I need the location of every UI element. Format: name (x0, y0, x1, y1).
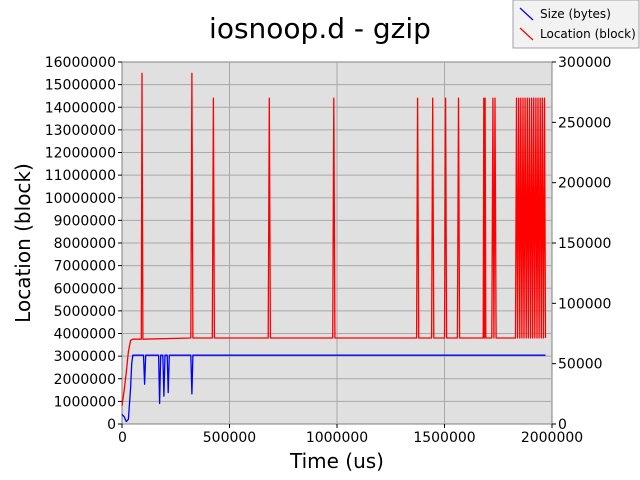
grid (122, 62, 552, 424)
y-left-tick-label: 3000000 (54, 349, 116, 365)
y-right-tick-label: 50000 (558, 357, 603, 373)
series-layer (121, 72, 547, 423)
y-right-tick-label: 300000 (558, 55, 611, 71)
legend-box (512, 0, 640, 49)
series-size-line (121, 354, 546, 423)
y-left-tick-label: 10000000 (45, 191, 116, 207)
x-axis-label: Time (us) (289, 449, 384, 473)
x-tick-label: 1000000 (306, 430, 368, 446)
ticks-layer: 0 500000 1000000 1500000 2000000010000002000… (45, 55, 612, 446)
x-tick-label: 1500000 (413, 430, 475, 446)
y-left-tick-label: 12000000 (45, 146, 116, 162)
y-left-tick-label: 16000000 (45, 55, 116, 71)
y-right-tick-label: 0 (558, 417, 567, 433)
series-location-line (121, 72, 547, 406)
y-left-tick-label: 9000000 (54, 213, 116, 229)
y-right-tick-label: 100000 (558, 296, 611, 312)
y-left-tick-label: 6000000 (54, 281, 116, 297)
y-left-tick-label: 2000000 (54, 372, 116, 388)
y-axis-label: Location (block) (11, 163, 35, 323)
legend-location-swatch (519, 27, 534, 41)
legend-size-swatch (519, 7, 534, 21)
x-tick-label: 500000 (203, 430, 256, 446)
y-left-tick-label: 14000000 (45, 100, 116, 116)
y-left-tick-label: 1000000 (54, 394, 116, 410)
y-right-tick-label: 200000 (558, 176, 611, 192)
y-left-tick-label: 13000000 (45, 123, 116, 139)
y-left-tick-label: 8000000 (54, 236, 116, 252)
y-left-tick-label: 11000000 (45, 168, 116, 184)
y-left-tick-label: 4000000 (54, 327, 116, 343)
chart-title: iosnoop.d - gzip (209, 12, 431, 45)
legend: Size (bytes) Location (block) (512, 0, 640, 49)
x-tick-label: 2000000 (521, 430, 583, 446)
y-left-tick-label: 5000000 (54, 304, 116, 320)
y-left-tick-label: 7000000 (54, 259, 116, 275)
y-left-tick-label: 0 (107, 417, 116, 433)
legend-size-label: Size (bytes) (540, 7, 611, 21)
x-tick-label: 0 (118, 430, 127, 446)
y-left-tick-label: 15000000 (45, 78, 116, 94)
y-right-tick-label: 150000 (558, 236, 611, 252)
y-right-tick-label: 250000 (558, 115, 611, 131)
legend-location-label: Location (block) (540, 27, 636, 41)
